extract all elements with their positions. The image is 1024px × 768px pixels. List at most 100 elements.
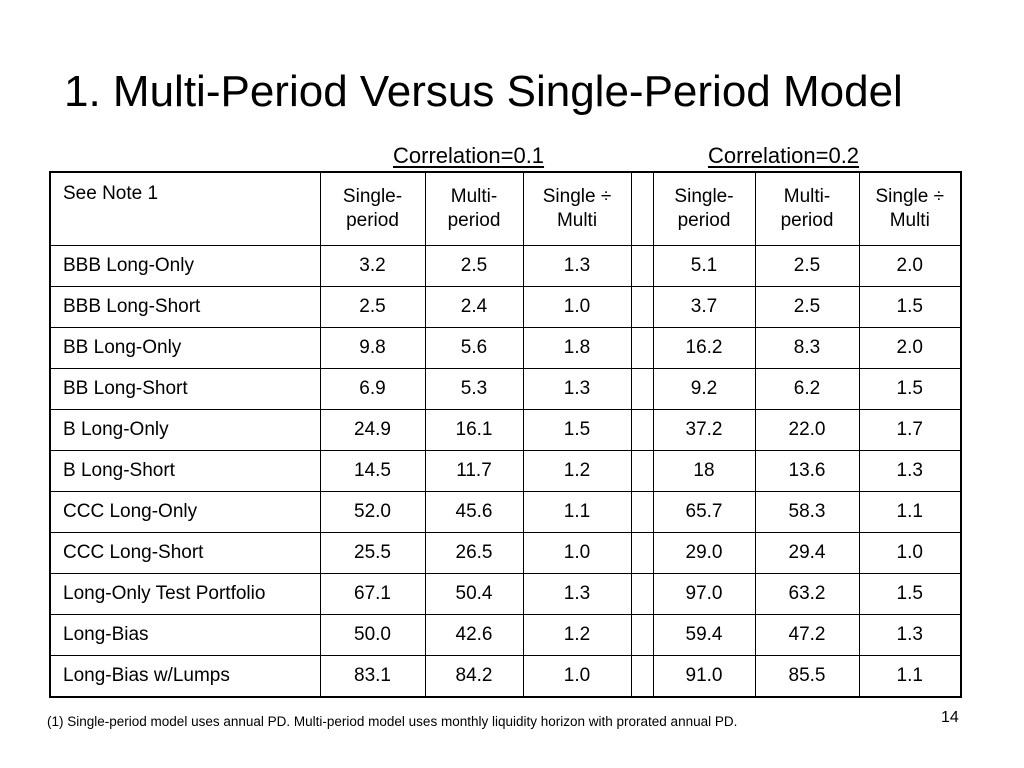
corr2-single-period-value: 59.4 — [652, 614, 756, 656]
corr1-single-period-value: 25.5 — [319, 532, 426, 574]
header-label-cell: See Note 1 — [49, 171, 321, 246]
corr2-multi-period-value: 47.2 — [754, 614, 860, 656]
slide-title: 1. Multi-Period Versus Single-Period Mod… — [64, 67, 903, 116]
header-line: Single- — [342, 186, 403, 207]
corr2-multi-period-value: 6.2 — [754, 368, 860, 410]
corr1-single-period-value: 24.9 — [319, 409, 426, 451]
corr1-ratio-value: 1.8 — [522, 327, 632, 369]
corr2-single-period-value: 18 — [652, 450, 756, 492]
header-line: Multi- — [783, 186, 831, 207]
corr2-ratio-value: 1.5 — [858, 286, 962, 328]
corr1-multi-period-value: 11.7 — [424, 450, 524, 492]
corr2-single-period-value: 16.2 — [652, 327, 756, 369]
table-row: CCC Long-Short 25.5 26.5 1.0 29.0 29.4 1.0 — [49, 532, 962, 574]
correlation-0-2-header: Correlation=0.2 — [708, 143, 860, 168]
row-label: CCC Long-Short — [49, 532, 321, 574]
footnote: (1) Single-period model uses annual PD. … — [47, 714, 738, 729]
header-line: period — [346, 210, 399, 231]
header-line: Multi- — [450, 186, 498, 207]
corr1-single-period-value: 2.5 — [319, 286, 426, 328]
header-corr2-single-period: Single- period — [652, 171, 756, 246]
header-corr1-single-period: Single- period — [319, 171, 426, 246]
table-row: Long-Bias 50.0 42.6 1.2 59.4 47.2 1.3 — [49, 614, 962, 656]
header-line: period — [447, 210, 501, 231]
corr2-multi-period-value: 29.4 — [754, 532, 860, 574]
corr2-ratio-value: 1.7 — [858, 409, 962, 451]
spacer-cell — [630, 450, 654, 492]
corr1-single-period-value: 50.0 — [319, 614, 426, 656]
corr1-ratio-value: 1.0 — [522, 532, 632, 574]
row-label: Long-Bias w/Lumps — [49, 655, 321, 698]
corr2-ratio-value: 1.1 — [858, 655, 962, 698]
corr1-ratio-value: 1.5 — [522, 409, 632, 451]
table-row: BB Long-Short 6.9 5.3 1.3 9.2 6.2 1.5 — [49, 368, 962, 410]
corr2-ratio-value: 2.0 — [858, 327, 962, 369]
table-row: Long-Bias w/Lumps 83.1 84.2 1.0 91.0 85.5 1.1 — [49, 655, 962, 698]
corr2-multi-period-value: 85.5 — [754, 655, 860, 698]
corr1-ratio-value: 1.3 — [522, 245, 632, 287]
corr2-ratio-value: 1.3 — [858, 450, 962, 492]
corr2-ratio-value: 1.5 — [858, 368, 962, 410]
row-label: B Long-Short — [49, 450, 321, 492]
corr1-multi-period-value: 26.5 — [424, 532, 524, 574]
header-line: Single ÷ — [542, 186, 612, 207]
corr2-multi-period-value: 2.5 — [754, 245, 860, 287]
row-label: Long-Only Test Portfolio — [49, 573, 321, 615]
table-body: BBB Long-Only 3.2 2.5 1.3 5.1 2.5 2.0 BBB Long-… — [49, 245, 962, 698]
spacer-cell — [630, 245, 654, 287]
corr1-ratio-value: 1.0 — [522, 655, 632, 698]
corr2-single-period-value: 37.2 — [652, 409, 756, 451]
results-table: See Note 1 Single- period Multi- period … — [49, 171, 962, 698]
corr2-ratio-value: 1.1 — [858, 491, 962, 533]
spacer-cell — [630, 532, 654, 574]
corr2-single-period-value: 9.2 — [652, 368, 756, 410]
corr1-multi-period-value: 45.6 — [424, 491, 524, 533]
corr1-single-period-value: 14.5 — [319, 450, 426, 492]
table-row: Long-Only Test Portfolio 67.1 50.4 1.3 97.0 6… — [49, 573, 962, 615]
corr2-single-period-value: 91.0 — [652, 655, 756, 698]
corr1-multi-period-value: 5.3 — [424, 368, 524, 410]
page-number: 14 — [941, 709, 959, 726]
spacer-cell — [630, 409, 654, 451]
corr2-multi-period-value: 2.5 — [754, 286, 860, 328]
table-row: B Long-Only 24.9 16.1 1.5 37.2 22.0 1.7 — [49, 409, 962, 451]
corr2-single-period-value: 5.1 — [652, 245, 756, 287]
row-label: CCC Long-Only — [49, 491, 321, 533]
corr1-multi-period-value: 16.1 — [424, 409, 524, 451]
correlation-0-1-header: Correlation=0.1 — [393, 143, 545, 168]
header-corr1-multi-period: Multi- period — [424, 171, 524, 246]
corr1-multi-period-value: 84.2 — [424, 655, 524, 698]
corr2-ratio-value: 1.0 — [858, 532, 962, 574]
corr1-ratio-value: 1.2 — [522, 614, 632, 656]
corr1-ratio-value: 1.0 — [522, 286, 632, 328]
spacer-cell — [630, 327, 654, 369]
corr1-ratio-value: 1.1 — [522, 491, 632, 533]
corr2-multi-period-value: 8.3 — [754, 327, 860, 369]
corr1-ratio-value: 1.3 — [522, 573, 632, 615]
row-label: BB Long-Short — [49, 368, 321, 410]
corr2-ratio-value: 1.3 — [858, 614, 962, 656]
corr2-single-period-value: 29.0 — [652, 532, 756, 574]
corr1-multi-period-value: 50.4 — [424, 573, 524, 615]
corr2-multi-period-value: 22.0 — [754, 409, 860, 451]
corr2-single-period-value: 65.7 — [652, 491, 756, 533]
table-row: B Long-Short 14.5 11.7 1.2 18 13.6 1.3 — [49, 450, 962, 492]
corr1-single-period-value: 6.9 — [319, 368, 426, 410]
table-row: BBB Long-Only 3.2 2.5 1.3 5.1 2.5 2.0 — [49, 245, 962, 287]
corr1-ratio-value: 1.2 — [522, 450, 632, 492]
spacer-cell — [630, 655, 654, 698]
header-line: Multi — [556, 210, 598, 231]
header-line: period — [780, 210, 834, 231]
header-corr1-ratio: Single ÷ Multi — [522, 171, 632, 246]
corr1-ratio-value: 1.3 — [522, 368, 632, 410]
corr2-single-period-value: 3.7 — [652, 286, 756, 328]
corr1-multi-period-value: 2.5 — [424, 245, 524, 287]
header-line: Multi — [889, 210, 930, 231]
header-corr2-multi-period: Multi- period — [754, 171, 860, 246]
corr1-multi-period-value: 5.6 — [424, 327, 524, 369]
table-row: BB Long-Only 9.8 5.6 1.8 16.2 8.3 2.0 — [49, 327, 962, 369]
corr1-multi-period-value: 2.4 — [424, 286, 524, 328]
row-label: BB Long-Only — [49, 327, 321, 369]
corr2-multi-period-value: 13.6 — [754, 450, 860, 492]
spacer-cell — [630, 573, 654, 615]
